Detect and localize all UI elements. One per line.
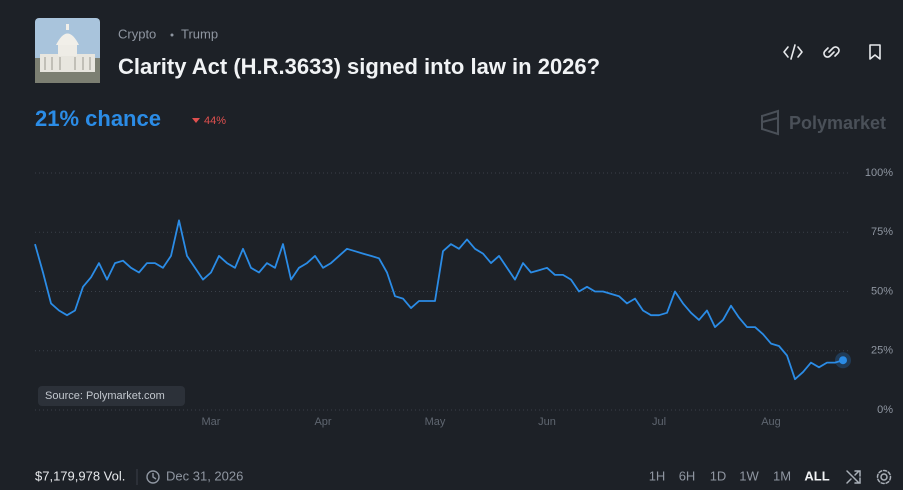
settings-button[interactable] xyxy=(876,469,892,485)
current-point xyxy=(839,356,847,365)
shuffle-button[interactable] xyxy=(846,470,861,484)
link-button[interactable] xyxy=(823,46,840,58)
y-tick-label: 0% xyxy=(877,404,893,416)
separator xyxy=(170,33,174,37)
x-tick-label: Apr xyxy=(314,416,331,428)
change: 44% xyxy=(204,115,226,127)
range-button[interactable]: 1W xyxy=(739,468,759,483)
x-tick-label: Jul xyxy=(652,416,666,428)
embed-button[interactable] xyxy=(783,44,803,60)
category[interactable]: Crypto xyxy=(118,26,156,41)
market-title: Clarity Act (H.R.3633) signed into law i… xyxy=(118,54,600,79)
bookmark-button[interactable] xyxy=(869,44,881,60)
range-button[interactable]: ALL xyxy=(804,468,829,483)
plot: 0% 25% 50% 75% 100% Mar Apr May Jun Jul Aug xyxy=(34,167,893,428)
volume: $7,179,978 Vol. xyxy=(35,468,125,483)
range-button[interactable]: 1H xyxy=(649,468,666,483)
source: Source: Polymarket.com xyxy=(45,390,165,402)
y-tick-label: 75% xyxy=(871,226,893,238)
chance: 21% chance xyxy=(35,106,161,131)
brand-logo xyxy=(761,109,779,136)
brand: Polymarket xyxy=(789,113,886,133)
tag[interactable]: Trump xyxy=(181,26,218,41)
change-arrow xyxy=(192,118,200,123)
y-tick-label: 100% xyxy=(865,167,893,179)
x-tick-label: Mar xyxy=(202,416,221,428)
source-badge xyxy=(38,386,185,406)
range-button[interactable]: 1D xyxy=(710,468,727,483)
y-tick-label: 25% xyxy=(871,345,893,357)
x-tick-label: May xyxy=(425,416,446,428)
clock-icon xyxy=(146,470,160,484)
end-date: Dec 31, 2026 xyxy=(166,468,243,483)
range-button[interactable]: 6H xyxy=(679,468,696,483)
price-line xyxy=(34,219,844,381)
x-tick-label: Aug xyxy=(761,416,781,428)
market-image xyxy=(35,18,100,83)
y-tick-label: 50% xyxy=(871,285,893,297)
range-button[interactable]: 1M xyxy=(773,468,791,483)
x-tick-label: Jun xyxy=(538,416,556,428)
range-buttons: 1H 6H 1D 1W 1M ALL xyxy=(649,468,830,483)
